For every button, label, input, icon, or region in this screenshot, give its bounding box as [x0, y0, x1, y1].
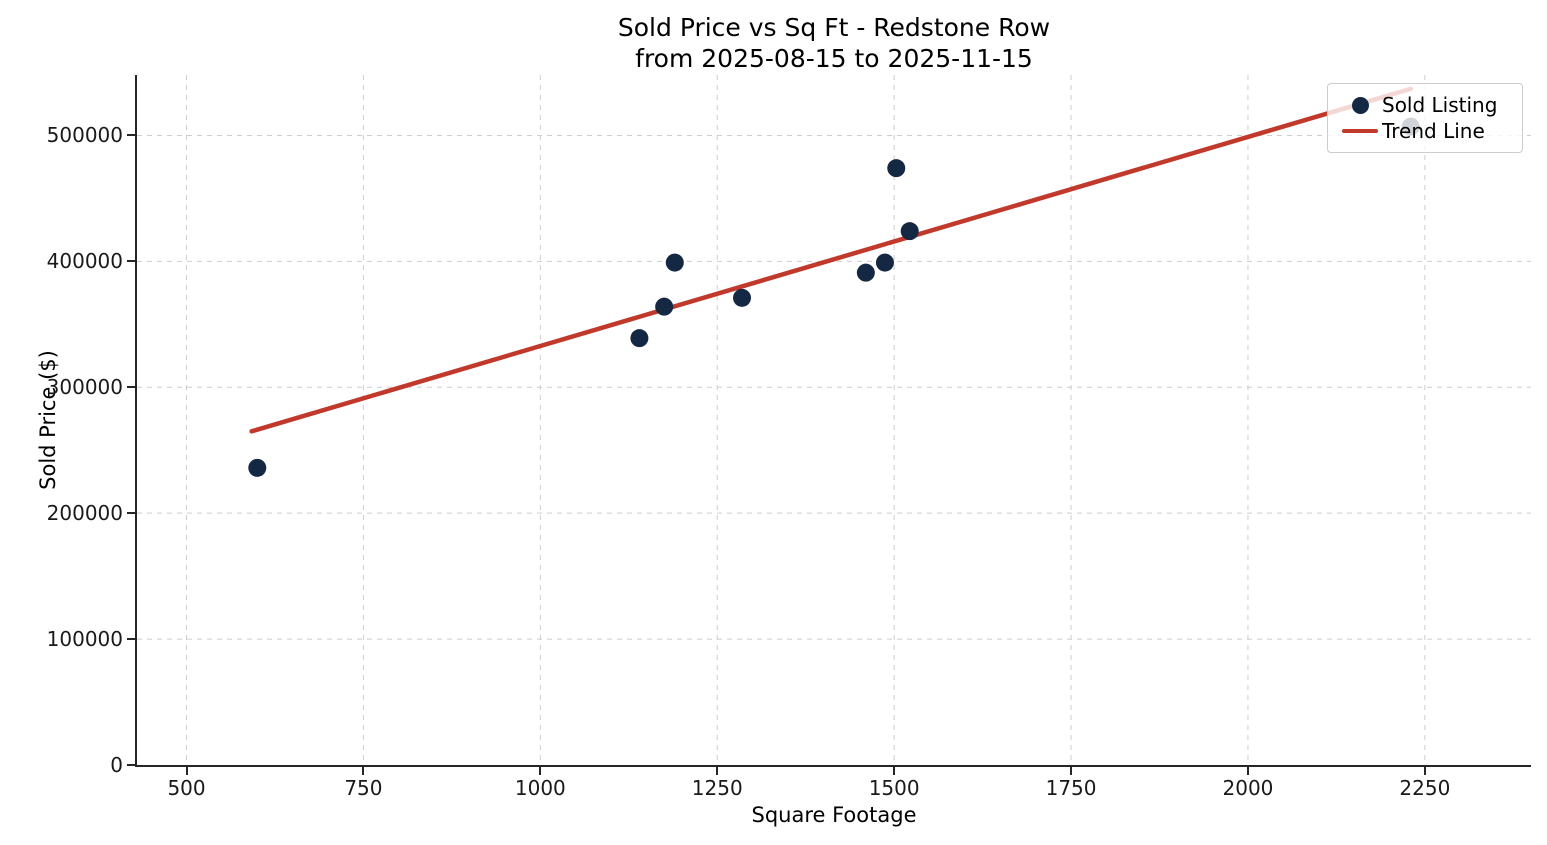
y-tick-label: 0	[110, 753, 123, 777]
trend-line-swatch-icon	[1342, 129, 1378, 133]
y-tick-mark	[127, 260, 135, 263]
scatter-point	[887, 159, 906, 178]
legend-label-trend-line: Trend Line	[1382, 119, 1485, 143]
y-tick-label: 300000	[46, 375, 123, 400]
legend-item-sold-listing: Sold Listing	[1338, 92, 1510, 118]
chart-title: Sold Price vs Sq Ft - Redstone Row from …	[137, 12, 1531, 74]
y-tick-mark	[127, 638, 135, 641]
x-tick-label: 1250	[691, 776, 743, 800]
y-tick-mark	[127, 764, 135, 766]
y-tick-mark	[127, 386, 135, 389]
x-axis-spine	[135, 765, 1531, 767]
trend-line	[249, 86, 1413, 434]
y-tick-mark	[127, 134, 135, 137]
x-tick-mark	[1423, 767, 1426, 775]
legend-label-sold-listing: Sold Listing	[1382, 93, 1498, 117]
x-tick-mark	[893, 767, 896, 775]
y-tick-label: 400000	[46, 249, 123, 274]
scatter-point	[630, 329, 649, 348]
x-tick-label: 1000	[514, 776, 566, 800]
x-tick-label: 2250	[1399, 776, 1451, 800]
x-tick-mark	[185, 767, 188, 775]
y-tick-label: 200000	[46, 501, 123, 526]
scatter-point	[733, 288, 752, 307]
scatter-point	[665, 253, 684, 272]
y-tick-label: 500000	[46, 123, 123, 148]
x-tick-mark	[1070, 767, 1073, 775]
x-tick-mark	[716, 767, 719, 775]
y-tick-label: 100000	[46, 627, 123, 652]
x-tick-label: 750	[344, 776, 383, 800]
y-axis-label: Sold Price ($)	[36, 350, 60, 490]
scatter-point	[856, 263, 875, 282]
scatter-point	[875, 253, 894, 272]
x-tick-label: 1750	[1045, 776, 1097, 800]
legend: Sold Listing Trend Line	[1327, 83, 1523, 153]
chart-title-line2: from 2025-08-15 to 2025-11-15	[635, 44, 1033, 73]
x-tick-mark	[539, 767, 542, 775]
x-tick-mark	[1246, 767, 1249, 775]
x-tick-label: 2000	[1222, 776, 1274, 800]
x-axis-label: Square Footage	[751, 803, 917, 827]
chart-title-line1: Sold Price vs Sq Ft - Redstone Row	[617, 13, 1051, 42]
x-tick-mark	[362, 767, 365, 775]
legend-item-trend-line: Trend Line	[1338, 118, 1510, 144]
scatter-point	[900, 222, 919, 241]
y-axis-spine	[135, 75, 137, 767]
plot-canvas	[137, 75, 1531, 765]
x-tick-label: 1500	[868, 776, 920, 800]
sold-listing-dot-icon	[1351, 96, 1369, 114]
plot-area	[137, 75, 1531, 765]
scatter-point	[248, 458, 267, 477]
scatter-point	[655, 297, 674, 316]
y-tick-mark	[127, 512, 135, 515]
x-tick-label: 500	[167, 776, 206, 800]
